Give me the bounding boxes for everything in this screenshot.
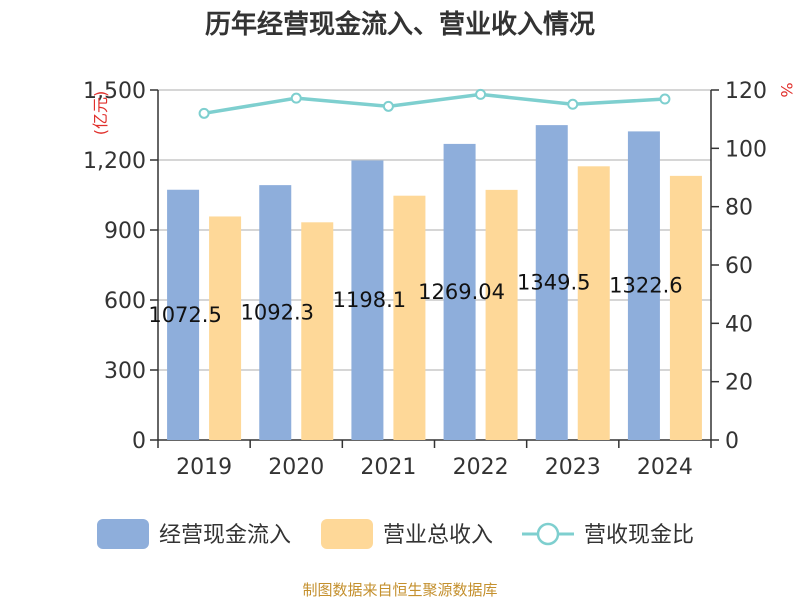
data-label: 1092.3 [241,301,314,325]
legend-label: 营业总收入 [383,523,493,548]
line-point-2019 [198,107,210,119]
y-right-tick-label: 60 [725,254,753,279]
bar-cash-inflow-2022 [443,143,476,440]
bar-cash-inflow-2020 [259,185,292,440]
line-point-2020 [290,92,302,104]
y-right-tick-label: 100 [725,137,767,162]
x-tick-label: 2021 [360,455,416,480]
x-tick-label: 2022 [453,455,509,480]
y-left-tick-label: 0 [132,429,146,454]
data-label: 1198.1 [333,288,406,312]
legend-label: 营收现金比 [584,523,694,548]
data-label: 1349.5 [517,271,590,295]
x-tick-label: 2019 [176,455,232,480]
bar-total-revenue-2021 [393,195,426,440]
data-label: 1269.04 [418,280,505,304]
data-label: 1322.6 [609,274,682,298]
bar-total-revenue-2019 [209,216,242,440]
bar-total-revenue-2023 [577,166,610,441]
x-tick-label: 2020 [268,455,324,480]
bar-total-revenue-2024 [669,175,702,440]
legend-swatch-cash-inflow [97,519,149,549]
y-left-tick-label: 900 [104,219,146,244]
y-right-tick-label: 20 [725,371,753,396]
y-left-unit: (亿元) [91,91,110,136]
bar-total-revenue-2022 [485,189,518,440]
y-left-tick-label: 600 [104,289,146,314]
y-right-unit: % [777,82,796,97]
y-left-tick-label: 1,200 [83,149,146,174]
line-point-2023 [567,98,579,110]
line-point-2021 [382,100,394,112]
bar-cash-inflow-2019 [167,189,200,440]
y-right-tick-label: 80 [725,196,753,221]
y-right-tick-label: 40 [725,312,753,337]
legend-marker-ratio [536,522,560,546]
y-right-tick-label: 0 [725,429,739,454]
line-point-2024 [659,93,671,105]
y-left-tick-label: 1,500 [83,79,146,104]
legend-swatch-total-revenue [321,519,373,549]
bar-cash-inflow-2024 [627,131,660,441]
source-note: 制图数据来自恒生聚源数据库 [302,581,497,599]
bar-cash-inflow-2021 [351,160,384,440]
data-label: 1072.5 [148,303,221,327]
y-left-tick-label: 300 [104,359,146,384]
y-right-tick-label: 120 [725,79,767,104]
line-series-ratio [203,92,666,116]
bar-total-revenue-2020 [301,222,334,440]
bar-cash-inflow-2023 [535,125,568,440]
line-point-2022 [475,88,487,100]
x-tick-label: 2023 [545,455,601,480]
x-tick-label: 2024 [637,455,693,480]
legend-label: 经营现金流入 [159,523,291,548]
chart-title: 历年经营现金流入、营业收入情况 [205,9,595,40]
